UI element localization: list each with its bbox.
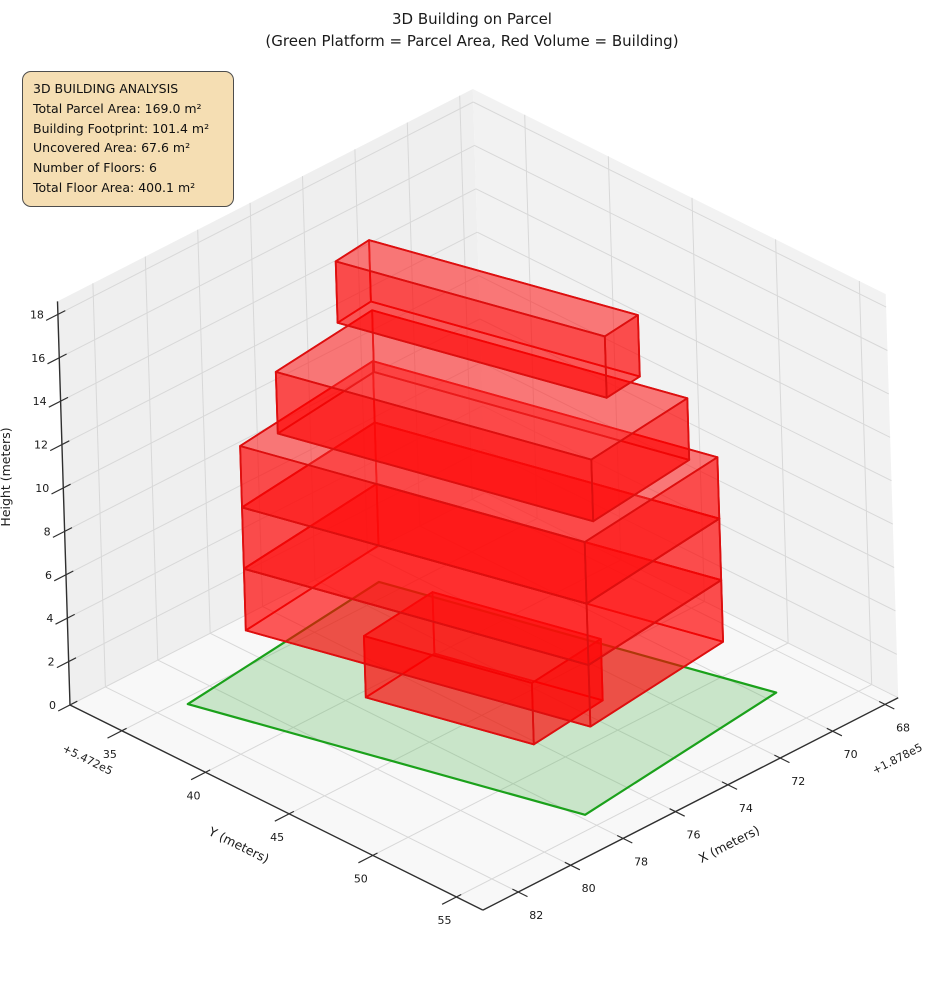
- info-box-line: Total Floor Area: 400.1 m²: [33, 179, 196, 195]
- z-tick-label: 6: [45, 569, 52, 582]
- x-tick: [512, 888, 528, 898]
- z-tick: [49, 440, 70, 452]
- z-tick: [51, 483, 71, 495]
- z-tick: [47, 353, 67, 365]
- x-tick: [826, 727, 843, 737]
- z-tick: [52, 527, 73, 538]
- analysis-info-box: 3D BUILDING ANALYSIS Total Parcel Area: …: [22, 71, 234, 207]
- grid-y-wall: [775, 239, 789, 644]
- x-tick: [774, 754, 790, 764]
- grid-x-floor: [105, 686, 519, 893]
- x-tick-label: 82: [529, 909, 543, 922]
- z-tick-label: 2: [48, 656, 55, 669]
- y-axis-label: Y (meters): [205, 823, 271, 866]
- grid-y-floor: [456, 684, 872, 898]
- building-floor-4-side-front-right: [583, 456, 721, 605]
- info-box-line: Uncovered Area: 67.6 m²: [33, 140, 191, 156]
- z-tick-label: 12: [34, 439, 48, 452]
- y-tick: [107, 727, 127, 739]
- grid-z-left: [57, 101, 474, 315]
- y-tick-label: 35: [103, 748, 117, 761]
- z-tick-label: 8: [44, 525, 51, 538]
- z-tick: [48, 396, 69, 408]
- z-tick: [57, 700, 78, 712]
- grid-x-wall: [197, 229, 211, 634]
- z-tick-label: 16: [31, 352, 45, 365]
- x-tick-label: 78: [634, 855, 648, 868]
- building-floor-5-side-front-right: [590, 397, 691, 523]
- z-tick-label: 18: [30, 308, 44, 321]
- x-tick-label: 68: [896, 721, 910, 734]
- z-axis-spine: [56, 301, 71, 706]
- info-box-line: Building Footprint: 101.4 m²: [33, 120, 210, 136]
- z-tick: [56, 657, 77, 669]
- x-axis-offset-text: +1.878e5: [870, 741, 924, 777]
- grid-x-wall: [144, 256, 159, 661]
- y-tick: [441, 893, 462, 905]
- x-tick-label: 80: [582, 882, 596, 895]
- y-tick: [358, 852, 378, 864]
- grid-y-floor: [372, 642, 789, 856]
- chart-subtitle: (Green Platform = Parcel Area, Red Volum…: [265, 32, 679, 50]
- y-tick-label: 40: [187, 789, 201, 802]
- grid-x-floor: [157, 659, 571, 866]
- x-tick-label: 74: [739, 802, 753, 815]
- z-axis-label: Height (meters): [0, 427, 13, 526]
- grid-z-left: [59, 144, 475, 359]
- x-tick: [721, 781, 738, 790]
- y-tick-label: 50: [354, 872, 368, 885]
- z-tick: [55, 613, 75, 625]
- building-floor-6-side-front-right: [603, 314, 641, 399]
- y-axis-spine: [69, 704, 484, 911]
- z-tick-label: 10: [35, 482, 49, 495]
- x-tick-label: 72: [791, 775, 805, 788]
- x-tick: [669, 808, 685, 817]
- grid-z-right: [480, 361, 895, 568]
- x-axis-spine: [482, 697, 899, 911]
- x-tick-label: 76: [686, 829, 700, 842]
- title-block: 3D Building on Parcel (Green Platform = …: [0, 8, 944, 52]
- x-axis-label: X (meters): [696, 822, 762, 866]
- z-tick: [45, 310, 66, 321]
- y-tick-label: 45: [270, 831, 284, 844]
- grid-z-right: [474, 144, 888, 351]
- pane-right-wall: [472, 89, 899, 698]
- grid-z-left: [60, 188, 477, 402]
- y-tick-label: 55: [437, 914, 451, 927]
- chart-title: 3D Building on Parcel: [392, 10, 552, 28]
- grid-z-right: [478, 275, 892, 482]
- info-box-line: Total Parcel Area: 169.0 m²: [33, 100, 202, 116]
- y-tick: [274, 810, 295, 822]
- info-box-title: 3D BUILDING ANALYSIS: [33, 81, 179, 96]
- info-box-line: Number of Floors: 6: [33, 160, 157, 175]
- y-tick: [190, 769, 211, 781]
- info-box-lines: Total Parcel Area: 169.0 m² Building Foot…: [33, 99, 221, 198]
- x-tick-label: 70: [844, 748, 858, 761]
- grid-z-right: [476, 231, 891, 438]
- x-tick: [878, 700, 895, 710]
- z-tick-label: 0: [49, 699, 56, 712]
- z-tick-label: 4: [46, 612, 53, 625]
- grid-y-wall: [858, 280, 873, 685]
- z-tick: [53, 570, 74, 582]
- z-tick-label: 14: [33, 395, 47, 408]
- grid-x-floor: [209, 632, 624, 839]
- grid-z-right: [472, 101, 887, 308]
- grid-x-wall: [92, 283, 106, 687]
- grid-z-right: [475, 188, 890, 395]
- grid-z-left: [61, 231, 478, 446]
- x-tick: [616, 834, 633, 844]
- x-tick: [564, 861, 581, 871]
